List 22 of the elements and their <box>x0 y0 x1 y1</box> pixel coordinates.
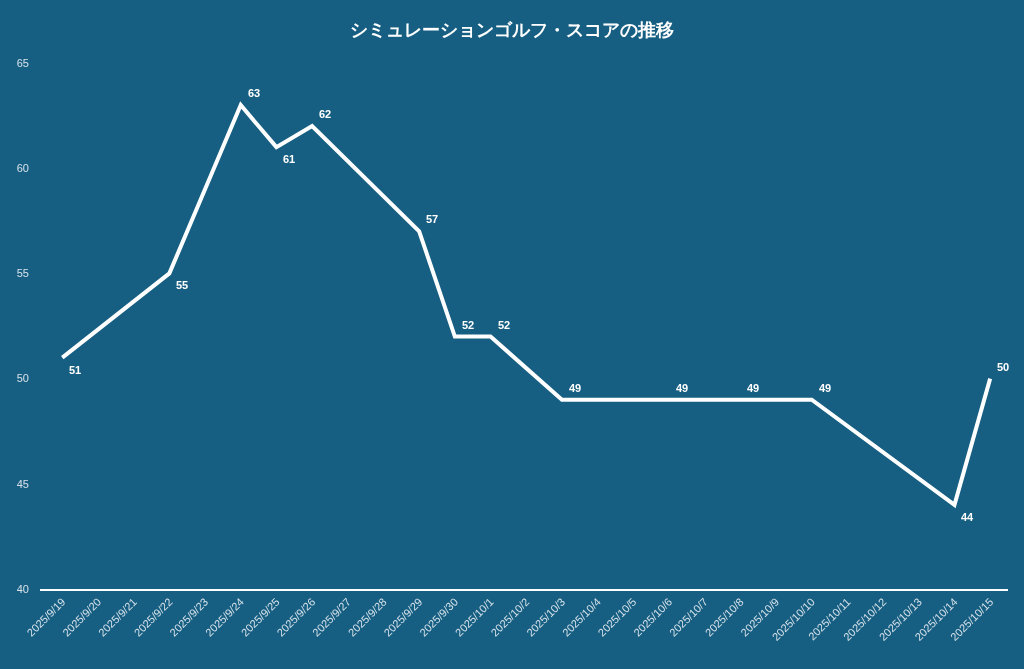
data-label: 49 <box>569 382 582 394</box>
y-tick-label: 45 <box>16 477 29 490</box>
data-label: 57 <box>426 213 439 225</box>
y-tick-label: 55 <box>16 267 29 280</box>
chart-title: シミュレーションゴルフ・スコアの推移 <box>350 19 674 41</box>
data-label: 50 <box>997 361 1010 373</box>
y-tick-label: 40 <box>16 582 29 595</box>
y-tick-label: 65 <box>16 56 29 69</box>
data-label: 49 <box>747 382 760 394</box>
y-tick-label: 50 <box>16 372 29 385</box>
data-label: 52 <box>498 319 511 331</box>
data-label: 49 <box>819 382 832 394</box>
line-series <box>60 103 993 507</box>
data-label: 55 <box>176 279 189 291</box>
data-label: 62 <box>319 108 332 120</box>
data-label: 51 <box>69 364 82 376</box>
data-label: 61 <box>283 153 296 165</box>
data-label: 63 <box>248 87 261 99</box>
data-label: 52 <box>462 319 475 331</box>
data-label: 44 <box>961 511 975 523</box>
data-label: 49 <box>676 382 689 394</box>
y-tick-label: 60 <box>16 162 29 175</box>
